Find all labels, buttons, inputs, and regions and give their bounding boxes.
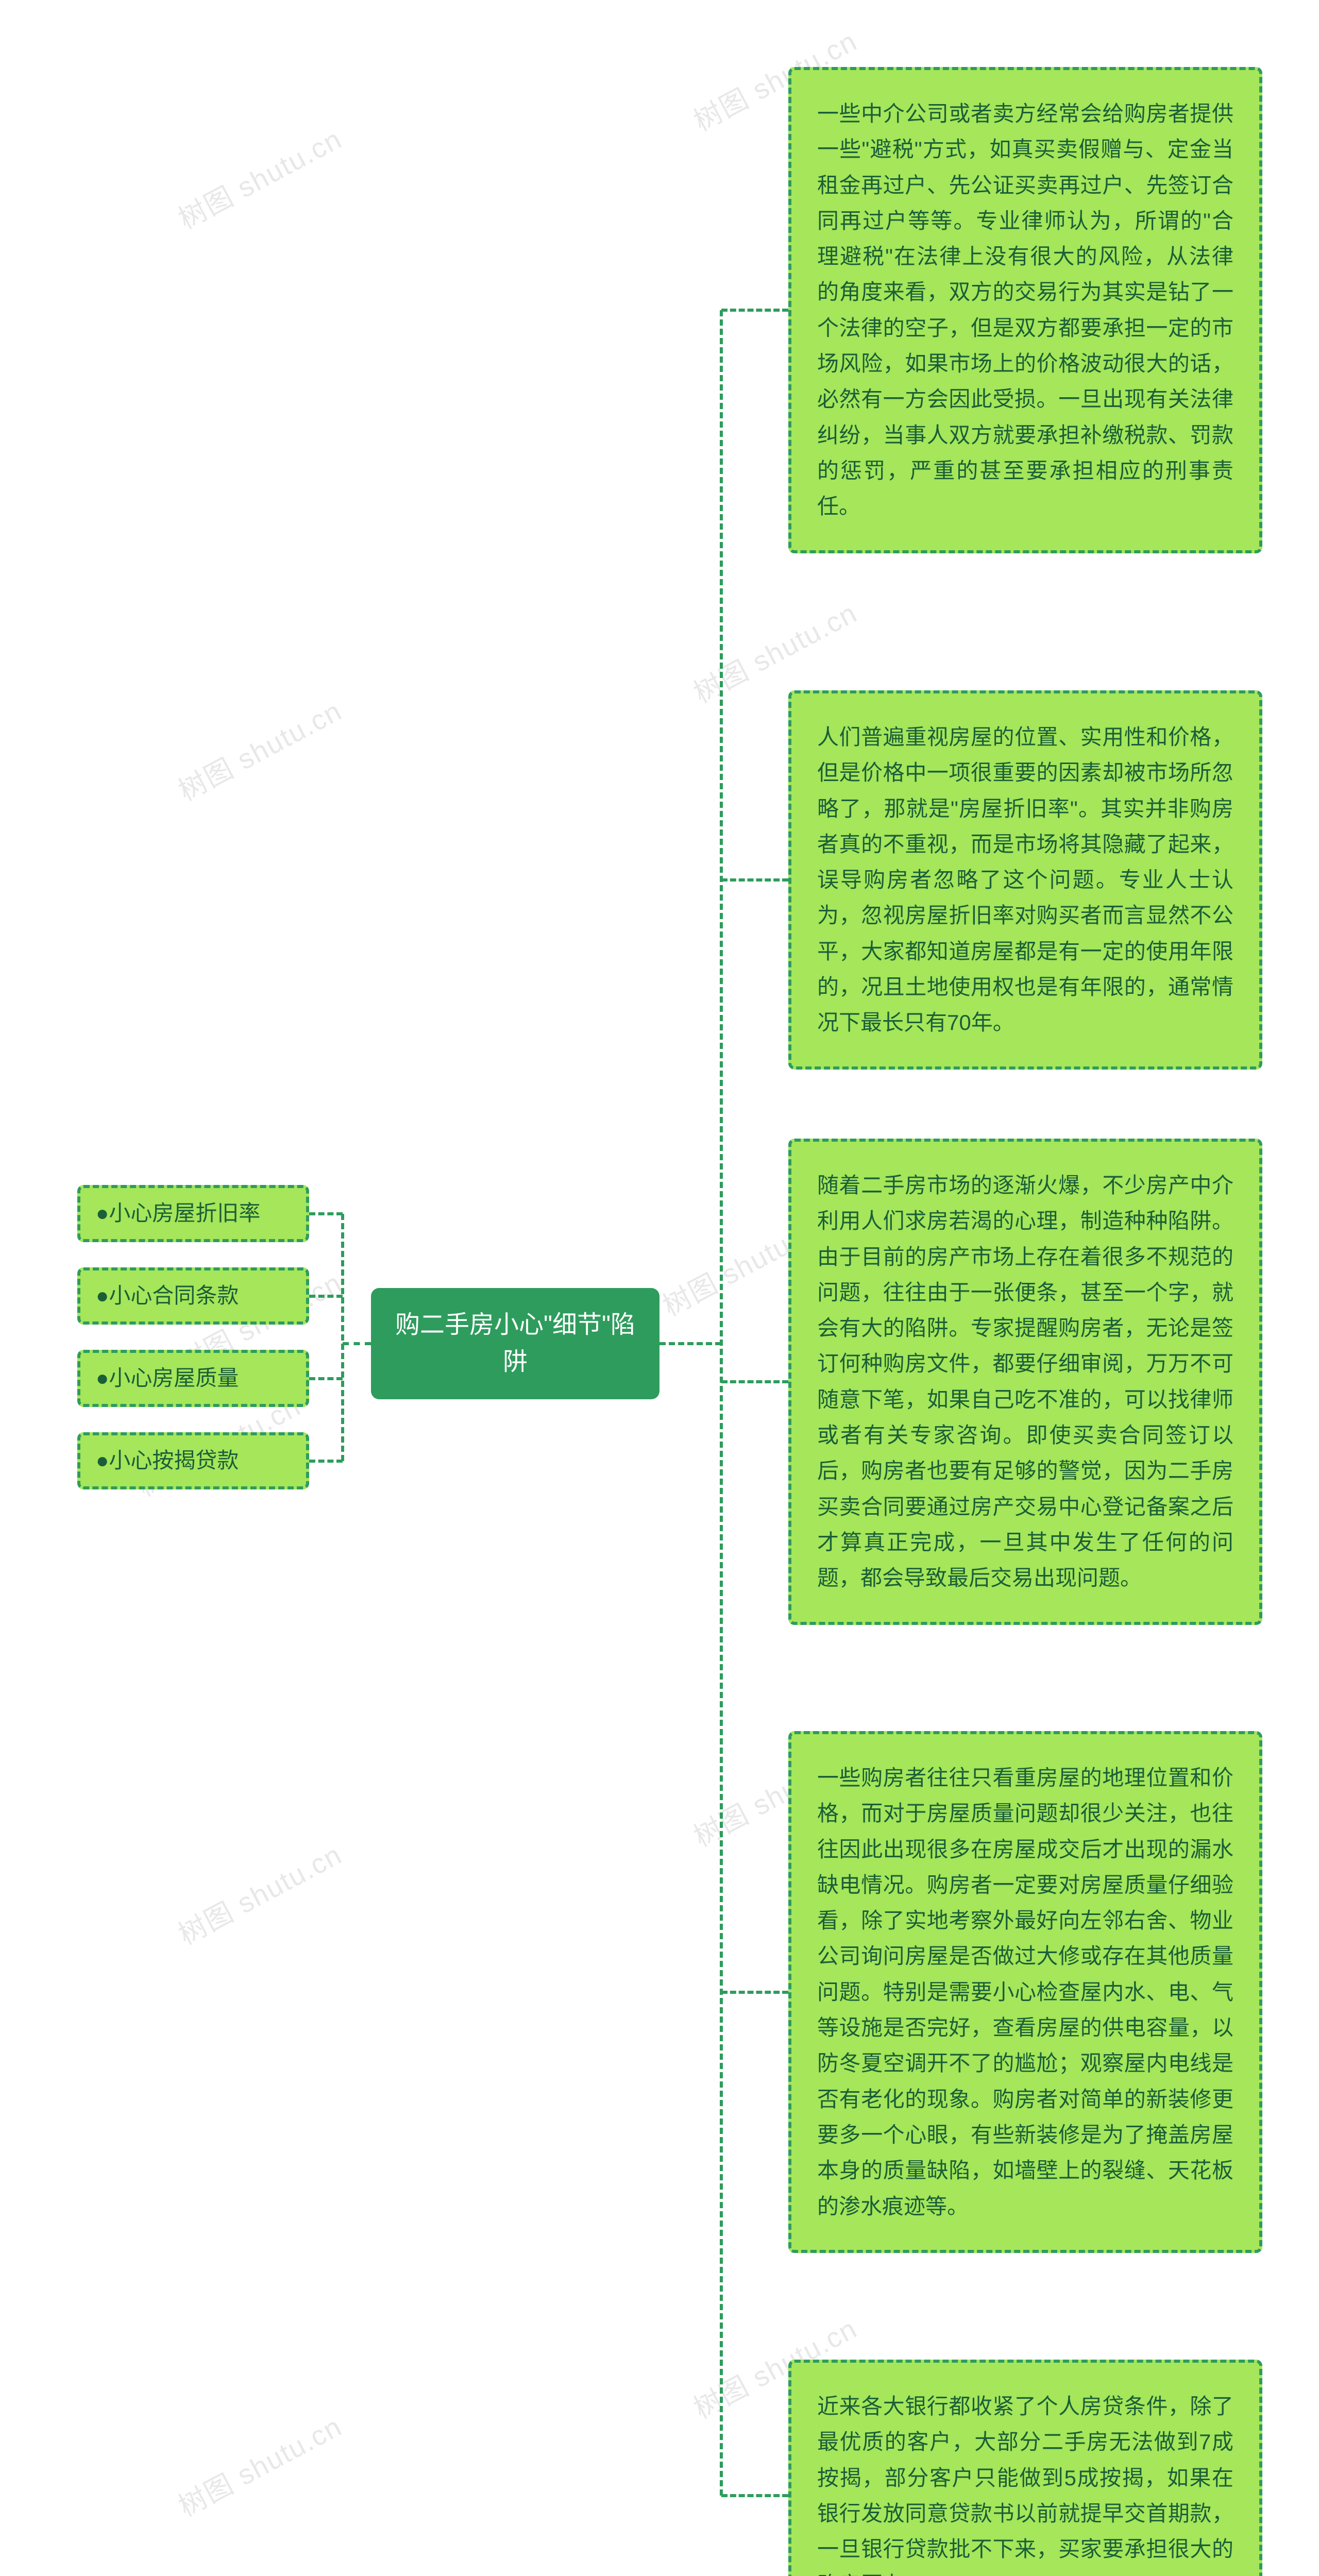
right-node: 人们普遍重视房屋的位置、实用性和价格，但是价格中一项很重要的因素却被市场所忽略了…	[788, 690, 1262, 1070]
connector	[721, 1380, 788, 1383]
right-node: 近来各大银行都收紧了个人房贷条件，除了最优质的客户，大部分二手房无法做到7成按揭…	[788, 2360, 1262, 2576]
connector	[721, 878, 788, 882]
connector	[309, 1377, 343, 1380]
watermark: 树图 shutu.cn	[170, 2404, 348, 2524]
watermark: 树图 shutu.cn	[170, 688, 348, 809]
right-node-text: 一些中介公司或者卖方经常会给购房者提供一些"避税"方式，如真买卖假赠与、定金当租…	[817, 101, 1233, 518]
left-node-label: ●小心房屋折旧率	[96, 1201, 260, 1225]
right-node-text: 随着二手房市场的逐渐火爆，不少房产中介利用人们求房若渴的心理，制造种种陷阱。由于…	[817, 1173, 1233, 1590]
connector	[309, 1460, 343, 1463]
connector	[660, 1342, 721, 1345]
connector	[721, 2494, 788, 2497]
watermark: 树图 shutu.cn	[170, 1832, 348, 1953]
left-node: ●小心房屋折旧率	[77, 1185, 309, 1242]
right-node-text: 近来各大银行都收紧了个人房贷条件，除了最优质的客户，大部分二手房无法做到7成按揭…	[817, 2394, 1233, 2576]
connector	[721, 1991, 788, 1994]
connector	[341, 1214, 344, 1461]
root-title: 购二手房小心"细节"陷阱	[395, 1311, 635, 1376]
left-node: ●小心合同条款	[77, 1267, 309, 1325]
root-node: 购二手房小心"细节"陷阱	[371, 1288, 660, 1399]
watermark: 树图 shutu.cn	[170, 116, 348, 237]
left-node-label: ●小心按揭贷款	[96, 1448, 239, 1472]
left-node: ●小心房屋质量	[77, 1350, 309, 1407]
connector	[309, 1295, 343, 1298]
right-node: 一些中介公司或者卖方经常会给购房者提供一些"避税"方式，如真买卖假赠与、定金当租…	[788, 67, 1262, 553]
left-node: ●小心按揭贷款	[77, 1432, 309, 1489]
left-node-label: ●小心房屋质量	[96, 1366, 239, 1390]
right-node: 一些购房者往往只看重房屋的地理位置和价格，而对于房屋质量问题却很少关注，也往往因…	[788, 1731, 1262, 2253]
right-node-text: 一些购房者往往只看重房屋的地理位置和价格，而对于房屋质量问题却很少关注，也往往因…	[817, 1766, 1233, 2218]
connector	[343, 1342, 371, 1345]
right-node-text: 人们普遍重视房屋的位置、实用性和价格，但是价格中一项很重要的因素却被市场所忽略了…	[817, 725, 1233, 1035]
connector	[721, 309, 788, 312]
connector	[309, 1212, 343, 1215]
right-node: 随着二手房市场的逐渐火爆，不少房产中介利用人们求房若渴的心理，制造种种陷阱。由于…	[788, 1139, 1262, 1625]
connector	[720, 310, 723, 2496]
left-node-label: ●小心合同条款	[96, 1283, 239, 1308]
